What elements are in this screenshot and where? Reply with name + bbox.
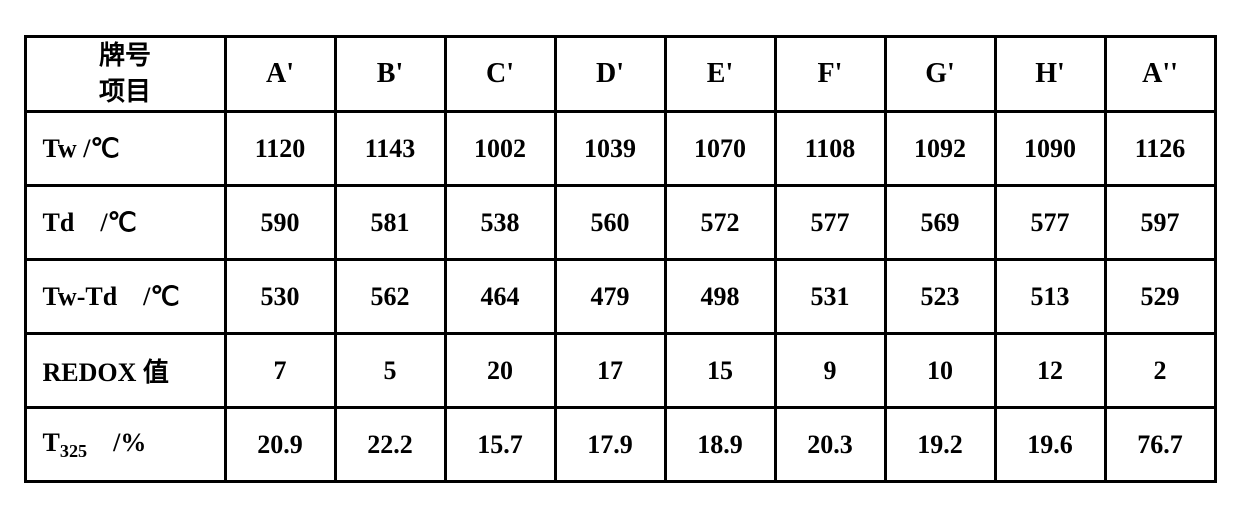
data-cell: 1039 <box>555 112 665 186</box>
data-cell: 19.6 <box>995 408 1105 482</box>
row-label: REDOX 值 <box>25 334 225 408</box>
data-cell: 464 <box>445 260 555 334</box>
data-cell: 19.2 <box>885 408 995 482</box>
header-row: 牌号 项目 A' B' C' D' E' F' G' H' A'' <box>25 36 1215 112</box>
table-row: Td /℃590581538560572577569577597 <box>25 186 1215 260</box>
row-label: Td /℃ <box>25 186 225 260</box>
corner-line2: 项目 <box>27 74 224 110</box>
data-cell: 18.9 <box>665 408 775 482</box>
col-header: A' <box>225 36 335 112</box>
data-cell: 1143 <box>335 112 445 186</box>
data-cell: 1092 <box>885 112 995 186</box>
data-cell: 20 <box>445 334 555 408</box>
data-cell: 2 <box>1105 334 1215 408</box>
data-cell: 15.7 <box>445 408 555 482</box>
data-cell: 76.7 <box>1105 408 1215 482</box>
data-cell: 513 <box>995 260 1105 334</box>
data-table: 牌号 项目 A' B' C' D' E' F' G' H' A'' Tw /℃1… <box>24 35 1217 484</box>
data-cell: 20.9 <box>225 408 335 482</box>
data-cell: 529 <box>1105 260 1215 334</box>
data-cell: 538 <box>445 186 555 260</box>
data-cell: 523 <box>885 260 995 334</box>
row-label: T325 /% <box>25 408 225 482</box>
data-cell: 1002 <box>445 112 555 186</box>
data-cell: 1126 <box>1105 112 1215 186</box>
table-row: Tw-Td /℃530562464479498531523513529 <box>25 260 1215 334</box>
table-body: Tw /℃11201143100210391070110810921090112… <box>25 112 1215 482</box>
data-cell: 577 <box>995 186 1105 260</box>
data-cell: 597 <box>1105 186 1215 260</box>
table-row: T325 /%20.922.215.717.918.920.319.219.67… <box>25 408 1215 482</box>
data-cell: 17 <box>555 334 665 408</box>
col-header: A'' <box>1105 36 1215 112</box>
data-cell: 562 <box>335 260 445 334</box>
col-header: C' <box>445 36 555 112</box>
col-header: D' <box>555 36 665 112</box>
data-cell: 20.3 <box>775 408 885 482</box>
data-cell: 530 <box>225 260 335 334</box>
data-cell: 10 <box>885 334 995 408</box>
data-cell: 581 <box>335 186 445 260</box>
col-header: G' <box>885 36 995 112</box>
data-cell: 569 <box>885 186 995 260</box>
corner-header: 牌号 项目 <box>25 36 225 112</box>
data-cell: 1108 <box>775 112 885 186</box>
data-cell: 7 <box>225 334 335 408</box>
data-cell: 531 <box>775 260 885 334</box>
corner-line1: 牌号 <box>27 38 224 74</box>
data-cell: 479 <box>555 260 665 334</box>
data-cell: 9 <box>775 334 885 408</box>
data-cell: 1120 <box>225 112 335 186</box>
data-cell: 12 <box>995 334 1105 408</box>
table-container: 牌号 项目 A' B' C' D' E' F' G' H' A'' Tw /℃1… <box>4 15 1237 504</box>
col-header: H' <box>995 36 1105 112</box>
col-header: F' <box>775 36 885 112</box>
data-cell: 15 <box>665 334 775 408</box>
data-cell: 22.2 <box>335 408 445 482</box>
table-row: REDOX 值75201715910122 <box>25 334 1215 408</box>
data-cell: 1090 <box>995 112 1105 186</box>
data-cell: 5 <box>335 334 445 408</box>
data-cell: 17.9 <box>555 408 665 482</box>
data-cell: 577 <box>775 186 885 260</box>
data-cell: 498 <box>665 260 775 334</box>
row-label: Tw /℃ <box>25 112 225 186</box>
col-header: B' <box>335 36 445 112</box>
data-cell: 572 <box>665 186 775 260</box>
row-label: Tw-Td /℃ <box>25 260 225 334</box>
data-cell: 590 <box>225 186 335 260</box>
data-cell: 560 <box>555 186 665 260</box>
table-row: Tw /℃11201143100210391070110810921090112… <box>25 112 1215 186</box>
col-header: E' <box>665 36 775 112</box>
data-cell: 1070 <box>665 112 775 186</box>
